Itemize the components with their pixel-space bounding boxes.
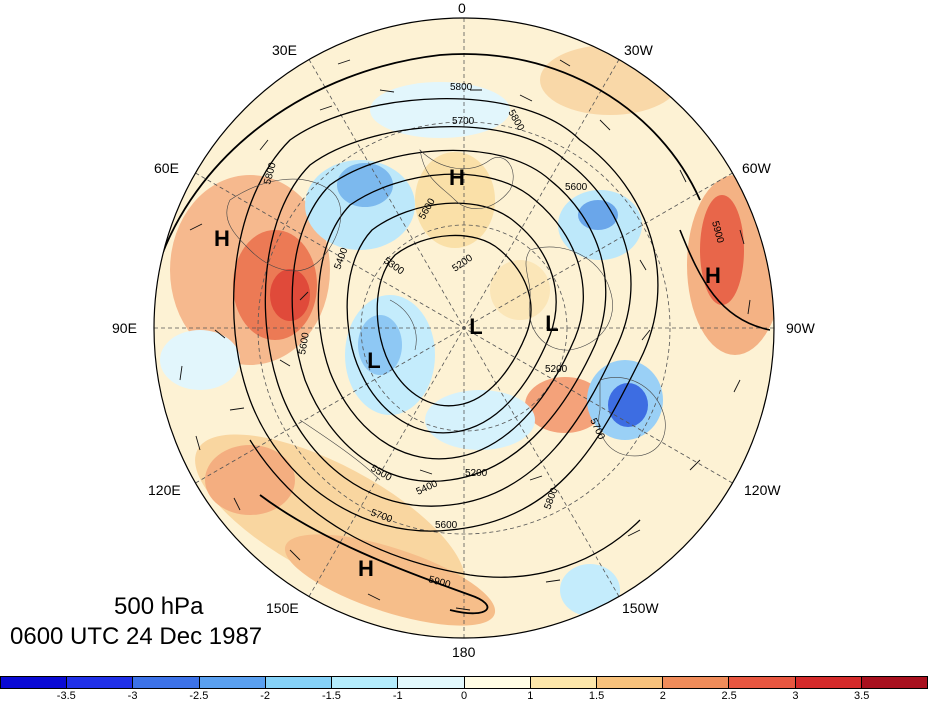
coastlines [226,149,666,481]
colorbar-tick-label: 2.5 [721,690,737,702]
colorbar-swatch [199,677,266,688]
colorbar-tick-label: 0 [460,690,468,702]
anomaly-colorbar [0,676,928,689]
low-pressure-center: L [545,311,558,336]
longitude-label-0: 0 [458,0,466,16]
low-pressure-center: L [469,314,482,339]
longitude-label-120w: 120W [744,482,781,498]
pressure-level-title: 500 hPa [114,593,204,620]
contour-label: 5700 [452,116,475,127]
colorbar-swatch [398,677,465,688]
height-contours [159,53,771,615]
colorbar-swatch [663,677,730,688]
longitude-label-120e: 120E [148,482,181,498]
longitude-label-30w: 30W [624,42,653,58]
colorbar-tick-label: -2.5 [189,690,209,702]
colorbar-tick-label: -2 [260,690,271,702]
colorbar-swatch [596,677,664,688]
longitude-label-90w: 90W [786,320,815,336]
high-pressure-center: H [358,556,374,581]
longitude-label-150w: 150W [622,600,659,616]
longitude-label-150e: 150E [266,600,299,616]
low-pressure-center: L [367,348,380,373]
longitude-label-30e: 30E [272,42,297,58]
contour-label: 5200 [545,364,568,375]
map-boundary [153,17,775,639]
high-pressure-center: H [449,165,465,190]
graticule [154,18,774,638]
pressure-centers: H H H H L L L [214,165,721,581]
colorbar-tick-label: -3.5 [56,690,76,702]
wind-barbs [179,59,751,611]
colorbar-swatch [133,677,200,688]
longitude-label-60w: 60W [742,160,771,176]
colorbar-swatch [1,677,68,688]
colorbar-swatch [861,677,928,688]
colorbar-tick-label: 1 [527,690,534,702]
contour-label: 5800 [450,82,473,93]
anomaly-shading [160,45,774,626]
longitude-label-180: 180 [452,644,476,660]
contour-label: 5600 [435,520,458,531]
contour-label: 5600 [565,182,588,193]
colorbar-tick-label: 2 [659,690,666,702]
colorbar-tick-label: 1.5 [588,690,605,702]
colorbar-swatch [67,677,134,688]
colorbar-swatch [530,677,597,688]
colorbar-swatch [795,677,862,688]
colorbar-tick-label: -3 [127,690,138,702]
high-pressure-center: H [705,263,721,288]
longitude-label-60e: 60E [154,160,179,176]
longitude-label-90e: 90E [112,320,137,336]
colorbar-swatch [464,677,531,688]
colorbar-tick-label: 3.5 [854,690,870,702]
colorbar-swatch [729,677,796,688]
colorbar-tick-label: 3 [792,690,799,702]
colorbar-tick-label: -1 [392,690,403,702]
contour-label: 5200 [465,468,488,479]
colorbar-tick-label: -1.5 [321,690,341,702]
contour-label: 5600 [297,331,312,355]
valid-time-title: 0600 UTC 24 Dec 1987 [10,623,263,650]
colorbar-swatch [332,677,399,688]
high-pressure-center: H [214,226,230,251]
colorbar-swatch [265,677,333,688]
